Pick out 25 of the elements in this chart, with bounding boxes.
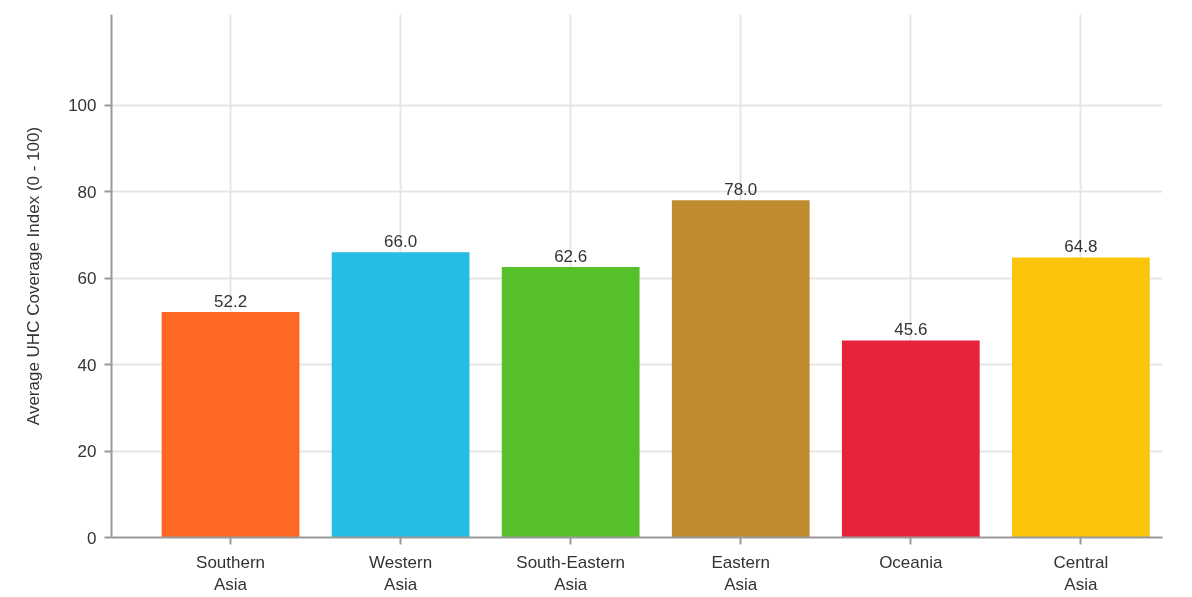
data-label: 45.6 <box>894 320 928 340</box>
y-tick-label: 100 <box>68 96 97 116</box>
data-label: 78.0 <box>724 180 758 200</box>
x-tick-label: Central Asia <box>1053 552 1109 595</box>
data-label: 64.8 <box>1064 237 1098 257</box>
x-tick-label: South-Eastern Asia <box>516 552 626 595</box>
data-label: 62.6 <box>554 246 588 266</box>
x-tick-label: Western Asia <box>369 552 433 595</box>
y-tick-label: 20 <box>77 442 97 462</box>
y-axis-title: Average UHC Coverage Index (0 - 100) <box>24 126 44 426</box>
bar <box>841 340 980 538</box>
bar <box>1011 257 1150 538</box>
x-tick-label: Southern Asia <box>196 552 266 595</box>
y-tick-label: 0 <box>87 528 97 548</box>
bar <box>671 200 810 538</box>
y-tick-label: 40 <box>77 355 97 375</box>
y-tick-label: 80 <box>77 182 97 202</box>
y-tick-label: 60 <box>77 269 97 289</box>
x-tick-label: Eastern Asia <box>711 552 771 595</box>
bar <box>501 266 640 538</box>
bar <box>161 311 300 538</box>
data-label: 52.2 <box>214 291 248 311</box>
data-label: 66.0 <box>384 232 418 252</box>
bar <box>331 252 470 538</box>
x-tick-label: Oceania <box>879 552 944 572</box>
